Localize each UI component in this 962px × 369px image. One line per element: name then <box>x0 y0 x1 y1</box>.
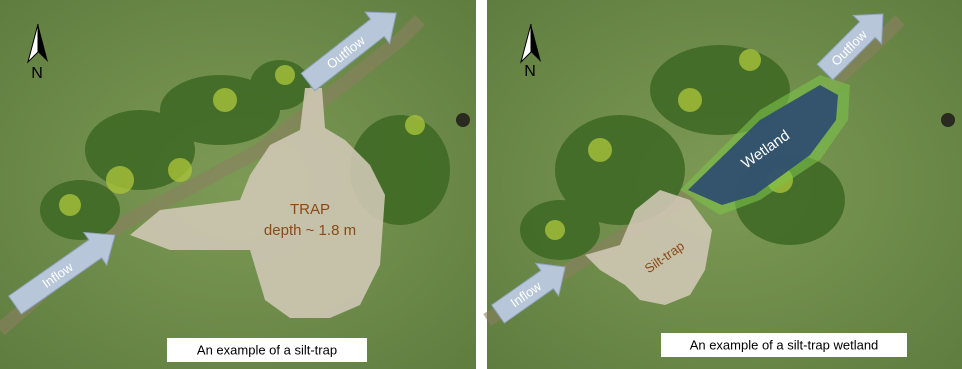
shrubs <box>59 65 425 216</box>
inflow-arrow: Inflow <box>7 231 116 315</box>
caption: An example of a silt-trap <box>197 342 337 357</box>
north-arrow: N <box>520 23 541 80</box>
right-panel: Inflow Outflow N Wetland Silt-trap An ex… <box>483 0 962 369</box>
trap-title: TRAP <box>290 201 330 218</box>
silt-trap-shape <box>585 190 712 305</box>
caption: An example of a silt-trap wetland <box>690 337 879 352</box>
north-label: N <box>524 63 536 80</box>
left-panel: Inflow Outflow N TRAP depth ~ 1.8 m An e… <box>0 0 476 369</box>
caption-box <box>167 338 367 362</box>
caption-box <box>661 333 907 357</box>
hole <box>941 113 955 127</box>
silt-trap-shape <box>130 88 385 318</box>
trap-depth: depth ~ 1.8 m <box>264 222 356 239</box>
north-label: N <box>31 65 43 82</box>
wetland-shape <box>688 85 838 205</box>
hole <box>456 113 470 127</box>
north-arrow: N <box>27 23 48 82</box>
